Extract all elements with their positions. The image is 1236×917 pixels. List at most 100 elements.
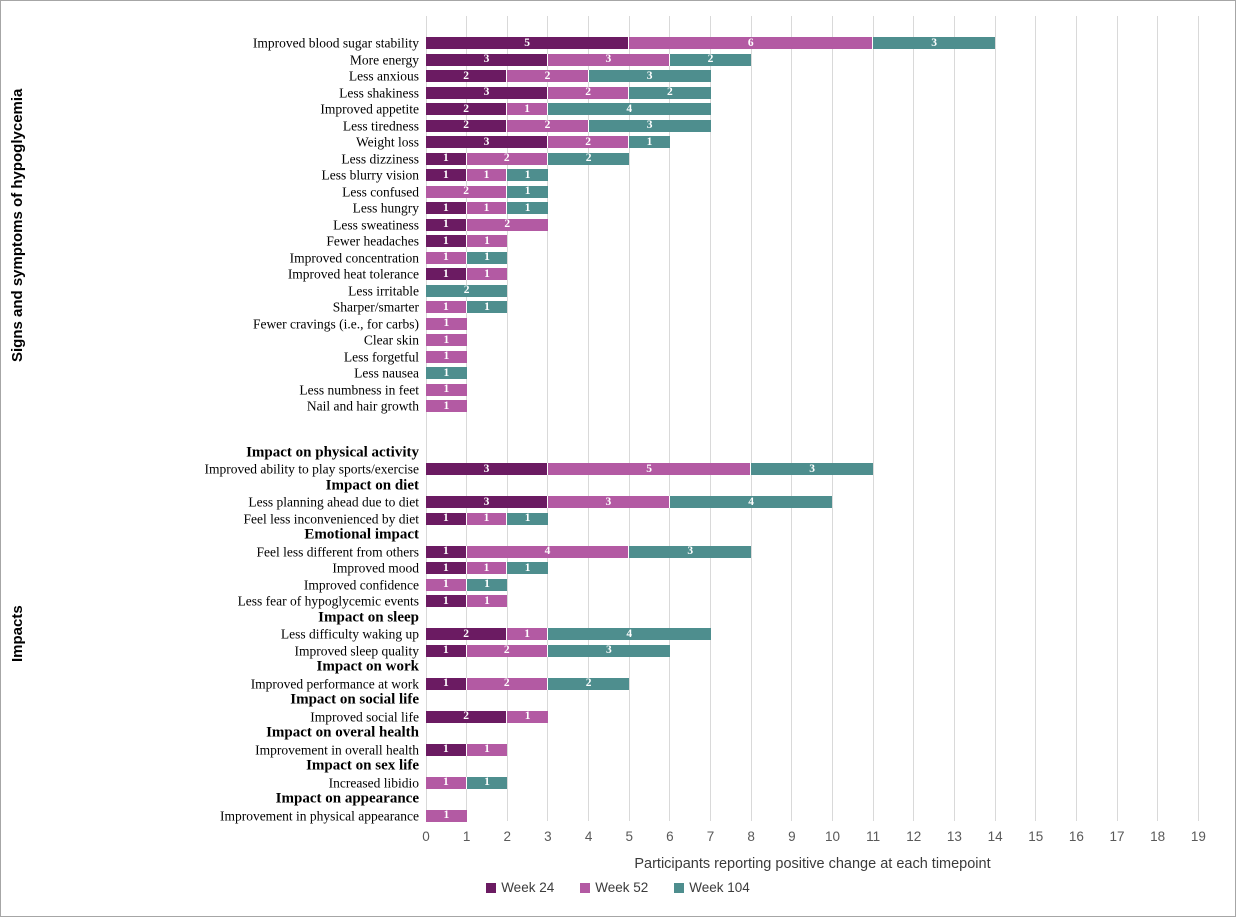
bar-segment-week-104: 3: [588, 119, 711, 132]
chart-row: Improved social life 2 1: [1, 709, 1235, 726]
bar-segment-week-52: 2: [466, 152, 548, 165]
bar-segment-week-104: 2: [547, 677, 630, 690]
bar-segment-week-104: 4: [547, 628, 711, 641]
section-header-label: Impact on overal health: [266, 724, 419, 741]
x-tick-label: 3: [544, 829, 552, 844]
gridline: [1157, 16, 1159, 821]
x-tick-label: 9: [788, 829, 796, 844]
chart-row: Improved confidence 1 1: [1, 577, 1235, 594]
section-header-row: Impact on sleep: [1, 610, 1235, 627]
bar-segment-week-52: 1: [426, 301, 467, 314]
bar-segment-week-104: 1: [426, 367, 467, 380]
section-header-row: Impact on appearance: [1, 791, 1235, 808]
row-label: Less dizziness: [341, 151, 419, 166]
x-tick-label: 10: [824, 829, 841, 844]
bar-segment-week-104: 1: [507, 512, 548, 525]
row-label: Nail and hair growth: [306, 398, 419, 414]
row-label: More energy: [349, 52, 419, 67]
bar-segment-week-24: 1: [426, 743, 467, 756]
bar-segment-week-24: 1: [426, 268, 467, 281]
x-tick-label: 1: [462, 829, 471, 844]
bar-segment-week-24: 2: [426, 710, 508, 723]
bar-segment-week-52: 1: [426, 578, 467, 591]
bar-segment-week-52: 1: [426, 350, 467, 363]
x-axis-title: Participants reporting positive change a…: [634, 856, 991, 872]
section-header-row: Impact on overal health: [1, 725, 1235, 742]
legend-item: Week 24: [486, 880, 554, 895]
chart-row: Feel less different from others 1 4 3: [1, 544, 1235, 561]
chart-row: Increased libidio 1 1: [1, 775, 1235, 792]
row-label: Less planning ahead due to diet: [248, 494, 419, 510]
gridline: [872, 16, 874, 821]
bar-segment-week-52: 2: [547, 136, 630, 149]
chart-row: Improvement in physical appearance 1: [1, 808, 1235, 825]
row-label: Less tiredness: [342, 118, 419, 133]
bar-segment-week-104: 3: [588, 70, 711, 83]
bar-segment-week-24: 1: [426, 152, 467, 165]
x-tick-label: 14: [987, 829, 1003, 844]
bar-segment-week-52: 1: [426, 776, 467, 789]
bar-segment-week-52: 1: [466, 562, 508, 575]
bar-segment-week-52: 1: [507, 710, 548, 723]
row-label: Less fear of hypoglycemic events: [237, 593, 419, 609]
chart-row: Weight loss 3 2 1: [1, 134, 1235, 151]
legend-swatch: [580, 882, 591, 893]
section-header-label: Impact on social life: [290, 691, 419, 708]
chart-row: Improved ability to play sports/exercise…: [1, 461, 1235, 478]
bar-segment-week-24: 1: [426, 169, 467, 182]
gridline: [832, 16, 833, 821]
x-tick-label: 2: [503, 829, 512, 844]
bar-segment-week-104: 1: [507, 562, 548, 575]
bar-segment-week-104: 2: [426, 284, 508, 297]
section-header-row: Impact on social life: [1, 692, 1235, 709]
chart-row: Less hungry 1 1 1: [1, 200, 1235, 217]
bar-segment-week-104: 3: [751, 463, 874, 476]
row-label: Less difficulty waking up: [280, 626, 419, 642]
bar-segment-week-52: 1: [466, 235, 508, 248]
row-label: Improved mood: [332, 560, 419, 576]
bar-segment-week-52: 1: [426, 334, 467, 347]
bar-segment-week-104: 1: [507, 202, 548, 215]
bar-segment-week-52: 1: [426, 400, 467, 413]
section-header-label: Impact on diet: [325, 477, 419, 494]
gridline: [669, 16, 671, 821]
x-tick-label: 4: [584, 829, 593, 844]
bar-segment-week-52: 4: [466, 545, 630, 558]
section-header-row: Impact on diet: [1, 478, 1235, 495]
gridline: [1116, 16, 1118, 821]
row-label: Improved heat tolerance: [287, 266, 419, 282]
bar-segment-week-24: 1: [426, 235, 467, 248]
x-tick-label: 18: [1150, 829, 1166, 844]
chart-row: Less irritable 2: [1, 283, 1235, 300]
row-label: Less blurry vision: [321, 167, 420, 183]
bar-segment-week-104: 4: [669, 496, 833, 509]
stacked-bar: 1: [426, 367, 467, 380]
row-label: Sharper/smarter: [332, 299, 419, 315]
bar-segment-week-52: 1: [466, 743, 508, 756]
bar-segment-week-104: 1: [466, 776, 508, 789]
stacked-bar: 1: [426, 400, 467, 413]
legend-label: Week 52: [595, 880, 649, 895]
chart-row: Feel less inconvenienced by diet 1 1 1: [1, 511, 1235, 528]
bar-segment-week-104: 1: [466, 251, 508, 264]
gridline: [628, 16, 630, 821]
gridline: [710, 16, 712, 821]
x-tick-label: 5: [625, 829, 633, 844]
stacked-bar: 1: [426, 350, 467, 363]
bar-segment-week-24: 3: [426, 136, 548, 149]
legend: Week 24 Week 52 Week 104: [1, 880, 1235, 895]
x-tick-label: 8: [747, 829, 755, 844]
bar-segment-week-104: 4: [547, 103, 711, 116]
bar-segment-week-52: 1: [426, 383, 467, 396]
